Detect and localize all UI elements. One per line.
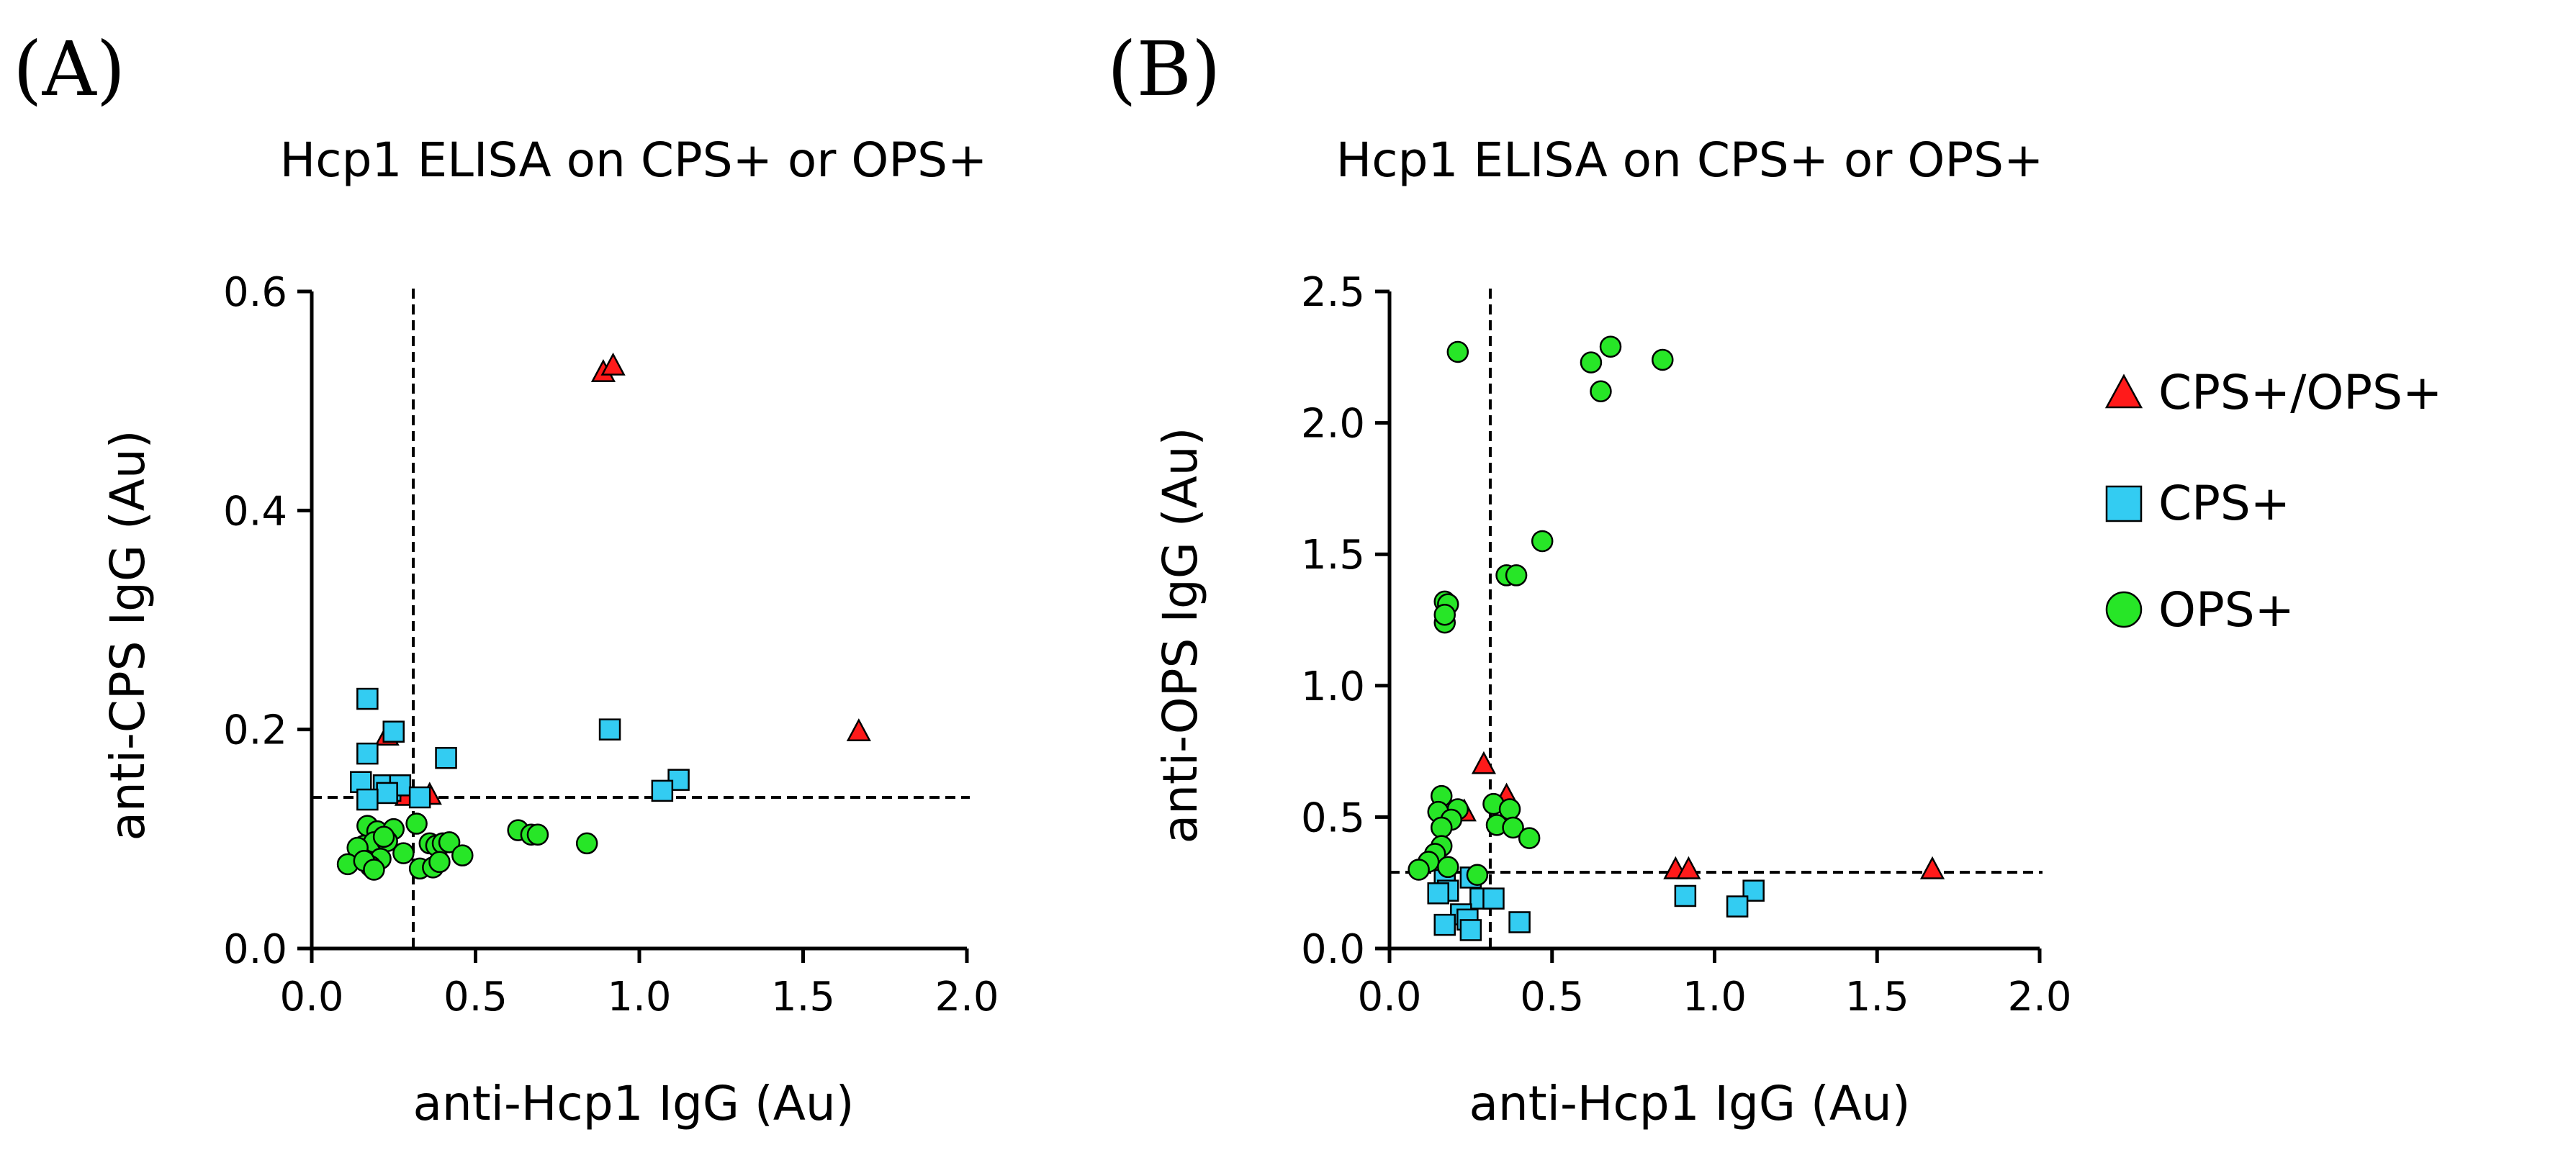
point-cps-b [1433, 913, 1456, 936]
y-tick-label-a: 0.4 [223, 488, 287, 535]
point-ops-b [1580, 351, 1603, 373]
legend-marker-square [2105, 485, 2143, 522]
point-cps-b [1459, 919, 1482, 941]
point-ops-b [1437, 856, 1459, 879]
point-ops-b [1518, 827, 1541, 849]
point-ops-b [1446, 340, 1469, 363]
legend-marker-triangle [2104, 373, 2143, 409]
panel-b: (B) Hcp1 ELISA on CPS+ or OPS+ anti-OPS … [1107, 25, 2072, 1131]
point-cps-ops-a [846, 718, 871, 741]
point-ops-a [428, 851, 451, 874]
x-tick-label-a: 1.0 [607, 974, 671, 1020]
point-cps-a [356, 788, 379, 811]
point-cps-b [1508, 911, 1531, 933]
point-cps-a [651, 779, 674, 802]
x-tick-label-b: 1.5 [1845, 974, 1909, 1020]
point-cps-ops-b [1919, 856, 1945, 879]
point-ops-b [1599, 335, 1622, 358]
point-ops-a [438, 831, 461, 854]
y-tick-label-b: 0.5 [1301, 794, 1365, 841]
point-cps-a [435, 746, 457, 769]
legend-label-ops: OPS+ [2158, 582, 2294, 638]
chart-title-a: Hcp1 ELISA on CPS+ or OPS+ [280, 132, 988, 188]
x-tick-label-b: 0.0 [1357, 974, 1421, 1020]
y-tick-label-b: 2.5 [1301, 269, 1365, 316]
chart-title-b: Hcp1 ELISA on CPS+ or OPS+ [1336, 132, 2044, 188]
point-ops-b [1505, 564, 1528, 587]
x-tick-label-b: 2.0 [2007, 974, 2071, 1020]
panel-label-b: (B) [1107, 25, 1221, 113]
legend-marker-circle [2105, 591, 2143, 628]
point-ops-b [1430, 816, 1453, 839]
plot-area-a: 0.0 0.2 0.4 0.6 0.0 0.5 1.0 1.5 2.0 [223, 269, 999, 1020]
point-cps-a [598, 718, 621, 741]
y-tick-label-a: 0.2 [223, 707, 287, 754]
point-cps-b [1427, 882, 1449, 905]
x-tick-label-b: 1.0 [1683, 974, 1747, 1020]
point-ops-b [1652, 348, 1674, 371]
y-tick-label-a: 0.6 [223, 269, 287, 316]
point-ops-a [451, 844, 474, 866]
x-tick-label-a: 0.5 [443, 974, 508, 1020]
legend-label-cps-ops: CPS+/OPS+ [2158, 365, 2442, 420]
point-cps-b [1482, 887, 1505, 910]
x-tick-label-a: 2.0 [935, 974, 999, 1020]
point-cps-a [382, 720, 405, 743]
y-tick-label-a: 0.0 [223, 926, 287, 973]
point-cps-ops-a [600, 352, 626, 376]
point-cps-a [408, 786, 431, 809]
x-tick-label-b: 0.5 [1520, 974, 1584, 1020]
y-tick-label-b: 1.0 [1301, 664, 1365, 710]
x-axis-label-b: anti-Hcp1 IgG (Au) [1469, 1076, 1910, 1131]
plot-area-b: 0.0 0.5 1.0 1.5 2.0 2.5 0.0 0.5 1.0 1.5 2.0 [1301, 269, 2072, 1020]
point-cps-a [356, 742, 379, 765]
y-axis-label-a: anti-CPS IgG (Au) [100, 430, 156, 841]
point-ops-a [526, 823, 549, 846]
point-ops-b [1433, 603, 1456, 626]
point-ops-a [405, 812, 428, 835]
panel-a: (A) Hcp1 ELISA on CPS+ or OPS+ anti-CPS … [13, 25, 999, 1131]
point-cps-ops-b [1676, 856, 1701, 879]
point-cps-a [376, 782, 398, 805]
x-tick-label-a: 1.5 [771, 974, 835, 1020]
point-cps-b [1674, 884, 1697, 907]
y-tick-label-b: 1.5 [1301, 532, 1365, 579]
point-cps-b [1726, 895, 1749, 918]
legend: CPS+/OPS+ CPS+ OPS+ [2104, 365, 2442, 638]
y-axis-label-b: anti-OPS IgG (Au) [1153, 427, 1208, 844]
x-tick-label-a: 0.0 [279, 974, 343, 1020]
point-ops-b [1531, 530, 1554, 553]
point-cps-ops-b [1471, 751, 1497, 774]
point-cps-a [356, 687, 379, 710]
point-ops-b [1408, 859, 1430, 881]
x-axis-label-a: anti-Hcp1 IgG (Au) [413, 1076, 854, 1131]
panel-label-a: (A) [13, 25, 125, 113]
point-ops-b [1590, 380, 1612, 403]
point-ops-b [1502, 816, 1524, 839]
point-ops-a [392, 842, 415, 864]
point-ops-a [372, 825, 395, 848]
y-tick-label-b: 0.0 [1301, 926, 1365, 973]
point-ops-a [575, 832, 598, 855]
legend-label-cps: CPS+ [2158, 476, 2290, 531]
point-ops-a [363, 859, 385, 881]
point-ops-b [1466, 864, 1489, 886]
y-tick-label-b: 2.0 [1301, 401, 1365, 448]
